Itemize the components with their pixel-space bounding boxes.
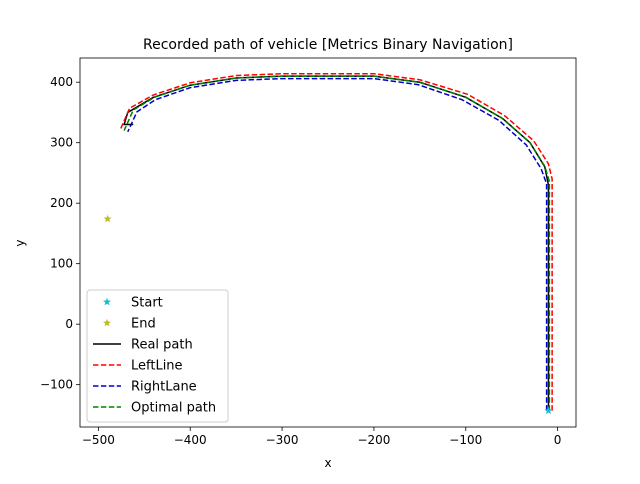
y-tick-label: 400: [50, 75, 73, 89]
legend-label: Real path: [131, 338, 193, 353]
legend-label: RightLane: [131, 380, 197, 395]
legend-label: LeftLine: [131, 359, 183, 374]
y-tick-label: 0: [65, 317, 73, 331]
y-tick-label: 100: [50, 257, 73, 271]
legend-marker: [103, 297, 111, 306]
plot-area: −500 −400 −300 −200 −100 0 −100 0 100 200 300 400: [40, 57, 577, 447]
legend-box: [86, 289, 229, 423]
series-group: [119, 72, 553, 411]
legend-label: Optimal path: [131, 401, 216, 416]
legend-label: End: [131, 317, 156, 332]
x-axis-label: x: [324, 456, 331, 470]
series-line-optimal-path: [123, 75, 551, 411]
y-axis-label: y: [13, 239, 27, 246]
series-line-rightlane: [127, 77, 548, 411]
axes-frame: [79, 57, 577, 428]
x-tick-label: −500: [82, 433, 115, 447]
x-tick-label: −300: [266, 433, 299, 447]
legend-marker: [103, 318, 111, 327]
x-tick-label: 0: [554, 433, 562, 447]
end-marker: [103, 214, 112, 223]
y-tick-label: −100: [40, 378, 73, 392]
series-line-leftline: [119, 72, 553, 411]
start-marker: [544, 406, 553, 415]
x-tick-label: −100: [449, 433, 482, 447]
y-tick-label: 300: [50, 136, 73, 150]
y-tick-label: 200: [50, 196, 73, 210]
x-tick-label: −400: [174, 433, 207, 447]
legend: Start End Real path LeftLine RightLane Optima…: [86, 289, 229, 423]
legend-label: Start: [131, 296, 163, 311]
x-tick-label: −200: [357, 433, 390, 447]
chart-title: Recorded path of vehicle [Metrics Binary…: [143, 37, 513, 53]
